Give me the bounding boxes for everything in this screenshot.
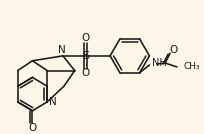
Text: O: O (28, 123, 37, 133)
Text: O: O (81, 68, 90, 79)
Text: S: S (82, 51, 89, 61)
Text: O: O (169, 45, 177, 55)
Text: N: N (58, 45, 66, 55)
Text: O: O (81, 33, 90, 43)
Text: N: N (49, 97, 57, 107)
Text: NH: NH (152, 58, 167, 68)
Text: CH₃: CH₃ (184, 62, 201, 71)
